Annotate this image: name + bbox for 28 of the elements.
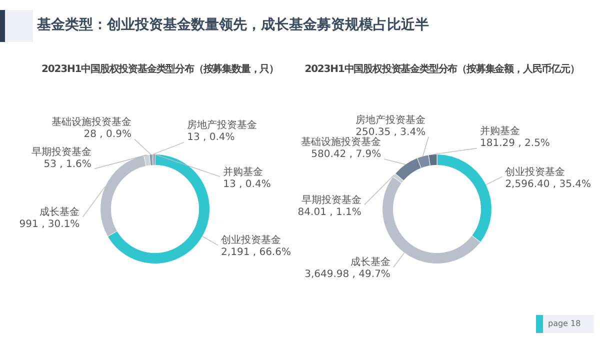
slice-label: 基础设施投资基金 [301, 137, 382, 148]
slice-label: 创业投资基金 [221, 235, 282, 246]
text: page 18 [548, 319, 581, 328]
data-label: 2,191 , 66.6% [221, 247, 291, 258]
slice-label: 早期投资基金 [301, 194, 362, 206]
data-label: 580.42 , 7.9% [311, 149, 382, 160]
data-label: 991 , 30.1% [19, 219, 80, 230]
chart-title: 2023H1中国股权投资基金类型分布（按募集数量，只） [42, 64, 278, 75]
slice-label: 并购基金 [223, 166, 264, 178]
text: 基金类型：创业投资基金数量领先，成长基金募资规模占比近半 [37, 16, 429, 34]
slice-label: 基础设施投资基金 [51, 117, 132, 128]
data-label: 181.29 , 2.5% [480, 138, 550, 150]
data-label: 13 , 0.4% [187, 132, 235, 144]
slice-label: 创业投资基金 [505, 166, 566, 178]
slice-label: 房地产投资基金 [187, 120, 258, 132]
data-label: 250.35 , 3.4% [356, 126, 426, 138]
data-label: 84.01 , 1.1% [298, 206, 362, 218]
data-label: 13 , 0.4% [223, 178, 271, 190]
data-label: 53 , 1.6% [44, 158, 92, 170]
slice-label: 并购基金 [480, 126, 520, 138]
slice-label: 成长基金 [40, 207, 80, 218]
data-label: 28 , 0.9% [84, 129, 132, 140]
slice-label: 房地产投资基金 [356, 114, 426, 126]
slice-label: 早期投资基金 [31, 146, 92, 158]
slice-label: 成长基金 [350, 257, 390, 268]
data-label: 3,649.98 , 49.7% [304, 269, 390, 280]
chart-title: 2023H1中国股权投资基金类型分布（按募集金额，人民币亿元） [304, 62, 580, 76]
data-label: 2,596.40 , 35.4% [505, 178, 592, 190]
